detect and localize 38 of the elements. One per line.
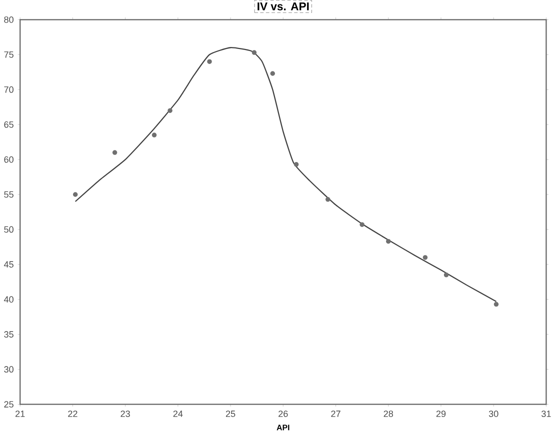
- point: [360, 222, 364, 227]
- point: [112, 150, 118, 155]
- y-tick-label: 35: [4, 331, 14, 338]
- y-tick-label: 55: [4, 191, 14, 198]
- x-tick-label: 25: [226, 410, 236, 417]
- point: [207, 59, 212, 64]
- y-tick-label: 30: [4, 366, 14, 373]
- x-tick-label: 31: [542, 410, 551, 417]
- y-tick-label: 75: [4, 51, 14, 58]
- chart-title: IV vs. API: [258, 2, 309, 10]
- y-tick-label: 45: [4, 261, 14, 268]
- y-tick-label: 65: [4, 121, 14, 128]
- y-tick-label: 70: [4, 86, 14, 93]
- point: [168, 108, 172, 113]
- x-tick-label: 24: [173, 410, 183, 417]
- point: [325, 197, 330, 202]
- y-tick-label: 40: [4, 296, 14, 303]
- x-tick-label: 23: [120, 410, 130, 417]
- x-tick-label: 28: [384, 410, 394, 417]
- y-tick-label: 60: [4, 156, 14, 163]
- x-tick-label: 26: [278, 410, 288, 417]
- point: [270, 71, 276, 76]
- y-tick-label: 80: [4, 16, 14, 23]
- point: [152, 132, 157, 138]
- y-tick-label: 50: [4, 226, 14, 233]
- point: [72, 192, 78, 197]
- x-tick-label: 21: [16, 410, 25, 417]
- x-tick-label: 27: [331, 410, 340, 417]
- point: [422, 255, 428, 260]
- y-tick-label: 25: [4, 401, 14, 408]
- x-tick-label: 22: [68, 410, 78, 417]
- point: [444, 272, 449, 278]
- point: [386, 238, 391, 244]
- x-tick-label: 30: [488, 410, 498, 417]
- point: [294, 162, 299, 167]
- point: [494, 302, 499, 307]
- point: [252, 50, 257, 55]
- x-tick-label: 29: [436, 410, 446, 417]
